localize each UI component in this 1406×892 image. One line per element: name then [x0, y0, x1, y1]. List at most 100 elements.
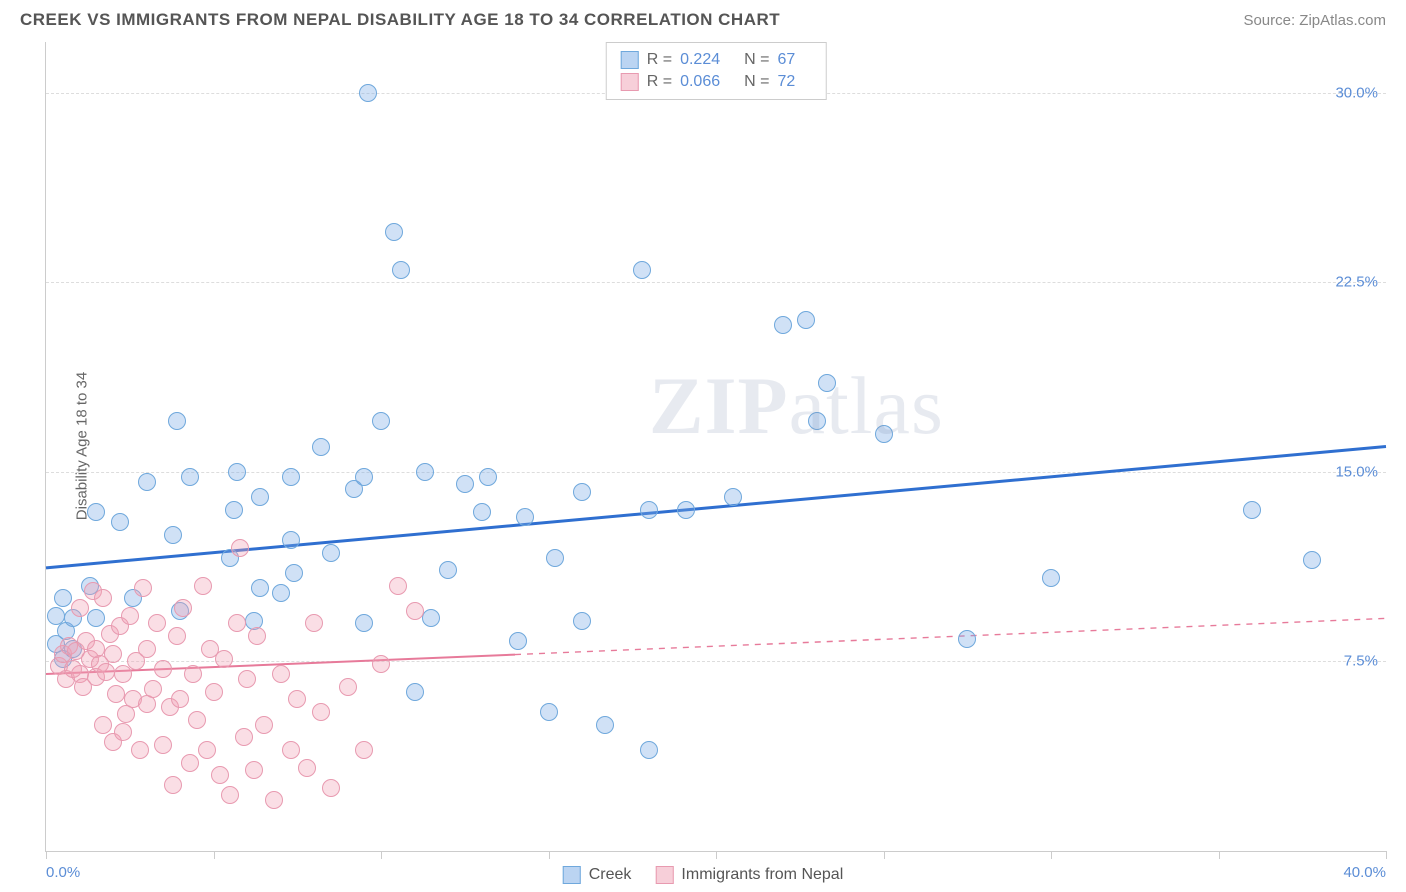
x-tick: [1219, 851, 1220, 859]
data-point: [184, 665, 202, 683]
data-point: [134, 579, 152, 597]
scatter-points: [46, 42, 1386, 851]
legend-stats-row: R = 0.224 N = 67: [621, 49, 812, 71]
legend-label: Immigrants from Nepal: [681, 866, 843, 884]
data-point: [818, 374, 836, 392]
data-point: [416, 463, 434, 481]
legend-item: Creek: [563, 866, 632, 884]
data-point: [174, 599, 192, 617]
data-point: [255, 716, 273, 734]
chart-header: CREEK VS IMMIGRANTS FROM NEPAL DISABILIT…: [0, 0, 1406, 38]
data-point: [473, 503, 491, 521]
data-point: [389, 577, 407, 595]
data-point: [573, 483, 591, 501]
data-point: [231, 539, 249, 557]
data-point: [138, 640, 156, 658]
legend-swatch-icon: [621, 51, 639, 69]
data-point: [188, 711, 206, 729]
data-point: [305, 614, 323, 632]
data-point: [114, 723, 132, 741]
data-point: [148, 614, 166, 632]
data-point: [640, 741, 658, 759]
legend-swatch-icon: [563, 866, 581, 884]
data-point: [406, 683, 424, 701]
data-point: [282, 531, 300, 549]
data-point: [774, 316, 792, 334]
data-point: [546, 549, 564, 567]
data-point: [131, 741, 149, 759]
x-tick: [381, 851, 382, 859]
data-point: [372, 412, 390, 430]
legend-stats: R = 0.224 N = 67 R = 0.066 N = 72: [606, 42, 827, 100]
data-point: [215, 650, 233, 668]
data-point: [958, 630, 976, 648]
data-point: [248, 627, 266, 645]
x-tick: [1386, 851, 1387, 859]
x-tick: [716, 851, 717, 859]
data-point: [288, 690, 306, 708]
data-point: [633, 261, 651, 279]
data-point: [573, 612, 591, 630]
data-point: [138, 473, 156, 491]
data-point: [808, 412, 826, 430]
data-point: [439, 561, 457, 579]
data-point: [198, 741, 216, 759]
data-point: [205, 683, 223, 701]
legend-series: Creek Immigrants from Nepal: [563, 866, 844, 884]
data-point: [194, 577, 212, 595]
data-point: [164, 776, 182, 794]
data-point: [71, 599, 89, 617]
data-point: [285, 564, 303, 582]
data-point: [355, 614, 373, 632]
data-point: [94, 589, 112, 607]
data-point: [355, 468, 373, 486]
data-point: [154, 736, 172, 754]
data-point: [238, 670, 256, 688]
data-point: [94, 716, 112, 734]
data-point: [282, 468, 300, 486]
x-tick-label: 40.0%: [1343, 864, 1386, 881]
data-point: [164, 526, 182, 544]
data-point: [104, 645, 122, 663]
data-point: [724, 488, 742, 506]
data-point: [540, 703, 558, 721]
data-point: [422, 609, 440, 627]
data-point: [228, 614, 246, 632]
data-point: [677, 501, 695, 519]
data-point: [359, 84, 377, 102]
data-point: [479, 468, 497, 486]
data-point: [596, 716, 614, 734]
data-point: [322, 779, 340, 797]
data-point: [154, 660, 172, 678]
data-point: [221, 786, 239, 804]
data-point: [168, 412, 186, 430]
data-point: [235, 728, 253, 746]
data-point: [211, 766, 229, 784]
x-tick-label: 0.0%: [46, 864, 80, 881]
data-point: [312, 703, 330, 721]
data-point: [107, 685, 125, 703]
legend-label: Creek: [589, 866, 632, 884]
x-tick: [1051, 851, 1052, 859]
data-point: [509, 632, 527, 650]
data-point: [181, 468, 199, 486]
data-point: [339, 678, 357, 696]
data-point: [516, 508, 534, 526]
data-point: [87, 503, 105, 521]
legend-stats-row: R = 0.066 N = 72: [621, 71, 812, 93]
data-point: [1243, 501, 1261, 519]
data-point: [385, 223, 403, 241]
data-point: [272, 584, 290, 602]
data-point: [111, 513, 129, 531]
data-point: [87, 609, 105, 627]
x-tick: [884, 851, 885, 859]
data-point: [797, 311, 815, 329]
data-point: [272, 665, 290, 683]
data-point: [251, 579, 269, 597]
data-point: [54, 589, 72, 607]
data-point: [355, 741, 373, 759]
data-point: [1042, 569, 1060, 587]
x-tick: [46, 851, 47, 859]
data-point: [228, 463, 246, 481]
data-point: [406, 602, 424, 620]
